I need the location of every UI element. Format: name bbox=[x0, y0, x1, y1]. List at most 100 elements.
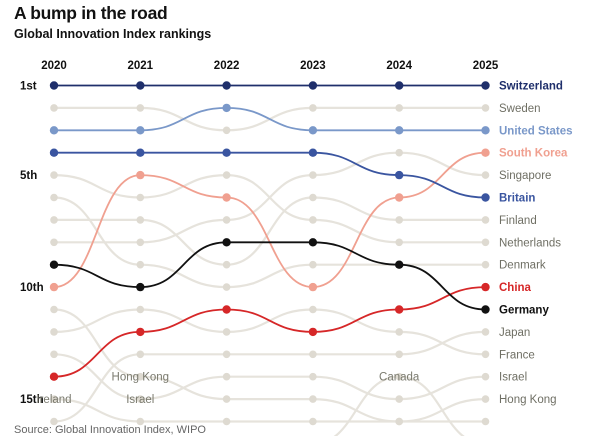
point-finland-2020 bbox=[50, 216, 58, 224]
point-singapore-2024 bbox=[395, 148, 404, 157]
point-france-2024 bbox=[395, 328, 404, 336]
series-line-china bbox=[53, 286, 486, 378]
annotation-canada-2024: Canada bbox=[379, 372, 420, 384]
rank-label-15th: 15th bbox=[20, 394, 44, 406]
point-france-2022 bbox=[222, 328, 231, 336]
point-japan-2024 bbox=[395, 350, 404, 359]
point-ireland-2022 bbox=[222, 417, 231, 426]
series-line-finland bbox=[54, 196, 486, 266]
point-netherlands-2020 bbox=[50, 171, 58, 179]
point-germany-2022 bbox=[222, 238, 231, 247]
point-japan-2020 bbox=[50, 417, 58, 426]
point-united-states-2022 bbox=[222, 103, 231, 113]
year-label-2023: 2023 bbox=[300, 60, 326, 72]
point-netherlands-2024 bbox=[395, 238, 404, 247]
series-line-ireland bbox=[53, 398, 486, 423]
source-note: Source: Global Innovation Index, WIPO bbox=[14, 424, 206, 436]
point-germany-2020 bbox=[49, 260, 59, 269]
point-ireland-2024 bbox=[395, 417, 404, 426]
point-hong-kong-2023 bbox=[309, 395, 317, 403]
point-denmark-2020 bbox=[50, 193, 58, 202]
chart-title: A bump in the road bbox=[14, 3, 168, 23]
point-china-2025 bbox=[481, 282, 490, 292]
point-switzerland-2024 bbox=[395, 81, 404, 90]
point-united-states-2020 bbox=[49, 126, 59, 135]
year-label-2025: 2025 bbox=[473, 60, 499, 72]
country-label-china: China bbox=[499, 282, 532, 294]
country-labels: Switzerland Sweden United States South Kore… bbox=[499, 81, 573, 407]
point-netherlands-2025 bbox=[481, 238, 490, 247]
country-label-denmark: Denmark bbox=[499, 260, 546, 272]
point-britain-2025 bbox=[481, 193, 490, 202]
point-south-korea-2021 bbox=[136, 170, 145, 180]
point-switzerland-2025 bbox=[481, 81, 490, 90]
point-hong-kong-2020 bbox=[50, 305, 58, 314]
annotation-israel-2021: Israel bbox=[126, 394, 154, 406]
country-label-hong-kong: Hong Kong bbox=[499, 394, 557, 406]
country-label-south-korea: South Korea bbox=[499, 148, 568, 160]
point-canada-2024 bbox=[395, 372, 404, 381]
point-finland-2021 bbox=[136, 216, 145, 224]
point-switzerland-2023 bbox=[308, 81, 318, 90]
point-united-states-2025 bbox=[481, 126, 490, 135]
point-britain-2020 bbox=[49, 148, 59, 157]
point-israel-2024 bbox=[395, 395, 404, 403]
point-denmark-2021 bbox=[136, 260, 145, 269]
point-sweden-2025 bbox=[481, 104, 490, 112]
point-china-2023 bbox=[308, 327, 318, 337]
point-china-2021 bbox=[136, 327, 145, 337]
country-label-britain: Britain bbox=[499, 193, 535, 205]
country-label-germany: Germany bbox=[499, 305, 549, 317]
country-label-singapore: Singapore bbox=[499, 170, 551, 182]
series-line-hong-kong bbox=[53, 308, 486, 423]
series-line-canada bbox=[333, 375, 466, 436]
point-hong-kong-2021 bbox=[136, 372, 145, 381]
point-japan-2023 bbox=[309, 350, 317, 359]
point-ireland-2020 bbox=[50, 395, 58, 403]
point-south-korea-2020 bbox=[49, 282, 59, 292]
country-label-sweden: Sweden bbox=[499, 103, 541, 115]
point-ireland-2025 bbox=[481, 417, 490, 426]
country-label-netherlands: Netherlands bbox=[499, 237, 561, 249]
point-denmark-2025 bbox=[481, 260, 490, 269]
year-label-2020: 2020 bbox=[41, 60, 67, 72]
country-label-israel: Israel bbox=[499, 372, 527, 384]
point-germany-2021 bbox=[136, 282, 145, 292]
year-label-2022: 2022 bbox=[214, 60, 240, 72]
annotation-ireland-2020: Ireland bbox=[36, 394, 71, 406]
point-netherlands-2022 bbox=[222, 171, 231, 179]
point-japan-2025 bbox=[481, 328, 490, 336]
point-japan-2022 bbox=[222, 350, 231, 359]
point-finland-2025 bbox=[481, 216, 490, 224]
point-south-korea-2022 bbox=[222, 193, 231, 202]
annotation-hong-kong-2021: Hong Kong bbox=[112, 372, 170, 384]
point-south-korea-2023 bbox=[308, 282, 318, 292]
point-israel-2025 bbox=[481, 372, 490, 381]
point-israel-2023 bbox=[309, 372, 317, 381]
background-dots bbox=[50, 104, 490, 426]
country-label-switzerland: Switzerland bbox=[499, 81, 563, 93]
point-israel-2020 bbox=[50, 350, 58, 359]
point-switzerland-2020 bbox=[49, 81, 59, 90]
year-axis-labels: 2020 2021 2022 2023 2024 2025 bbox=[41, 60, 499, 72]
point-israel-2022 bbox=[222, 372, 231, 381]
point-britain-2024 bbox=[395, 170, 404, 180]
point-britain-2021 bbox=[136, 148, 145, 157]
country-label-united-states: United States bbox=[499, 125, 573, 137]
point-united-states-2024 bbox=[395, 126, 404, 135]
point-germany-2023 bbox=[308, 238, 318, 247]
point-finland-2024 bbox=[395, 216, 404, 224]
point-france-2020 bbox=[50, 328, 58, 336]
point-germany-2025 bbox=[481, 305, 490, 314]
point-israel-2021 bbox=[136, 395, 145, 403]
series-line-united-states bbox=[53, 106, 486, 132]
rank-label-10th: 10th bbox=[20, 282, 44, 294]
rank-axis-labels: 1st 5th 10th 15th bbox=[20, 81, 44, 407]
point-finland-2023 bbox=[309, 193, 317, 202]
point-france-2023 bbox=[309, 305, 317, 314]
year-label-2024: 2024 bbox=[386, 60, 412, 72]
point-sweden-2020 bbox=[50, 104, 58, 112]
point-switzerland-2021 bbox=[136, 81, 145, 90]
point-japan-2021 bbox=[136, 350, 145, 359]
